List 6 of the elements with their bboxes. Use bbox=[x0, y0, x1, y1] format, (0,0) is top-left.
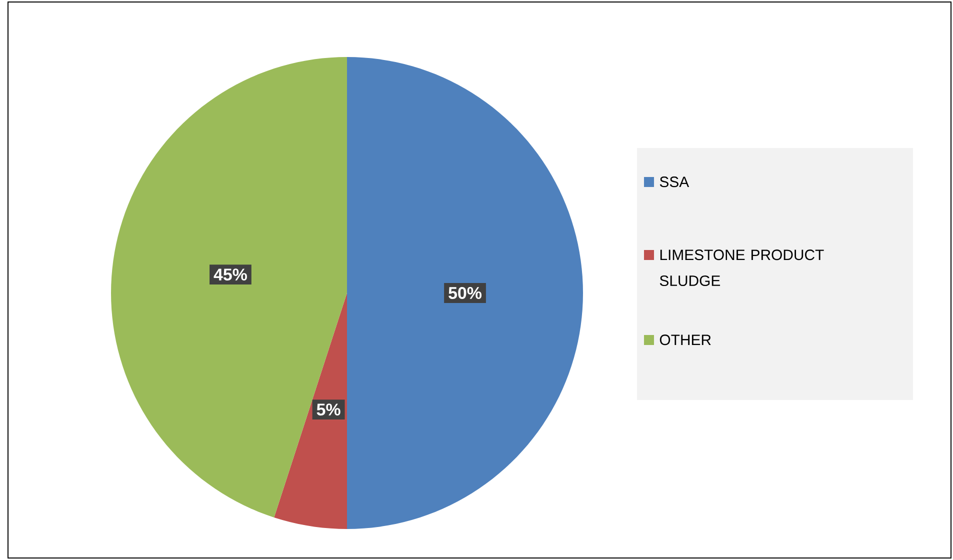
data-label: 50% bbox=[448, 287, 482, 299]
data-label: 5% bbox=[316, 404, 340, 416]
legend-label: SSA bbox=[660, 176, 690, 188]
data-label: 45% bbox=[214, 268, 247, 281]
legend-label: LIMESTONE PRODUCT SLUDGE bbox=[660, 250, 824, 286]
legend-label: OTHER bbox=[660, 334, 711, 346]
